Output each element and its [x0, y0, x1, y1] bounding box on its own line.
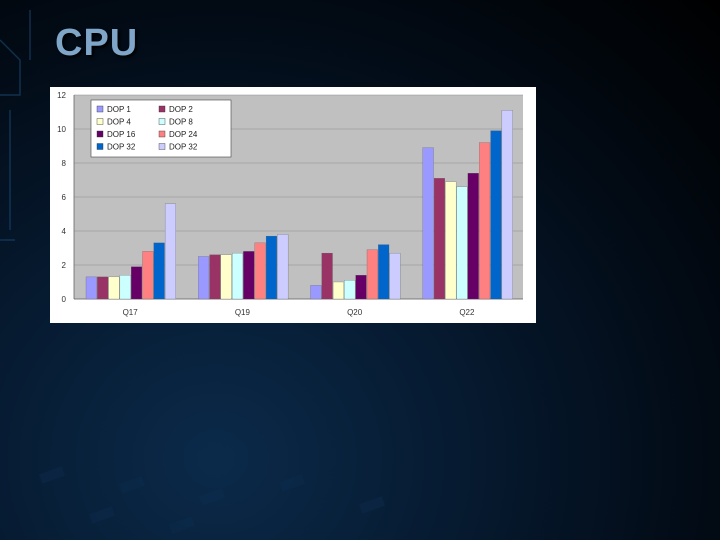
bar	[198, 256, 210, 300]
legend-swatch	[96, 118, 104, 125]
bar	[479, 142, 491, 300]
slide-title: CPU	[55, 22, 139, 64]
bar	[243, 251, 255, 300]
bar	[490, 130, 502, 300]
y-tick-label: 12	[57, 91, 66, 100]
legend-swatch	[158, 118, 166, 125]
bar	[355, 275, 367, 300]
bar	[232, 252, 244, 300]
bar	[265, 235, 277, 300]
bar	[344, 280, 356, 300]
legend-swatch	[96, 130, 104, 138]
bar	[389, 252, 401, 300]
x-tick-label: Q19	[235, 308, 251, 317]
bar	[321, 252, 333, 300]
legend-label: DOP 24	[169, 130, 198, 139]
legend-swatch	[96, 143, 104, 150]
bar	[433, 178, 445, 300]
bar	[85, 276, 97, 300]
bar	[119, 275, 131, 300]
bar	[254, 242, 266, 300]
x-tick-label: Q17	[123, 308, 139, 317]
y-tick-label: 6	[62, 193, 67, 202]
bar	[131, 266, 143, 300]
bar	[501, 110, 513, 300]
bar	[108, 276, 120, 300]
legend-label: DOP 1	[107, 105, 131, 114]
y-tick-label: 10	[57, 125, 66, 134]
bar	[277, 234, 289, 300]
x-tick-label: Q22	[459, 308, 475, 317]
x-tick-label: Q20	[347, 308, 363, 317]
bar	[142, 251, 154, 300]
bar	[164, 203, 176, 300]
bar	[220, 254, 232, 300]
y-tick-label: 0	[62, 295, 67, 304]
legend-label: DOP 4	[107, 118, 131, 127]
legend-label: DOP 16	[107, 130, 136, 139]
legend-swatch	[96, 105, 104, 113]
bar-chart: 0 2 4 6 8 10 12 Q17 Q19 Q20 Q22 DOP 1 DOP 2 DOP 4 DOP …	[57, 91, 523, 317]
legend-label: DOP 32	[169, 143, 198, 152]
bar	[445, 181, 457, 300]
y-tick-label: 2	[62, 261, 67, 270]
legend-label: DOP 2	[169, 105, 193, 114]
legend-swatch	[158, 143, 166, 150]
bar	[378, 244, 390, 300]
bar	[456, 186, 468, 300]
y-tick-label: 8	[62, 159, 67, 168]
bar	[422, 147, 434, 300]
legend-label: DOP 32	[107, 143, 136, 152]
chart-container: 0 2 4 6 8 10 12 Q17 Q19 Q20 Q22 DOP 1 DOP 2 DOP 4 DOP …	[50, 87, 536, 323]
bar	[310, 285, 322, 300]
bar	[467, 173, 479, 300]
legend-swatch	[158, 130, 166, 138]
bar	[153, 242, 165, 300]
bar	[366, 249, 378, 300]
y-tick-label: 4	[62, 227, 67, 236]
bar	[97, 276, 109, 300]
bar	[209, 254, 221, 300]
legend-swatch	[158, 105, 166, 113]
bar	[332, 281, 344, 300]
legend-label: DOP 8	[169, 118, 193, 127]
